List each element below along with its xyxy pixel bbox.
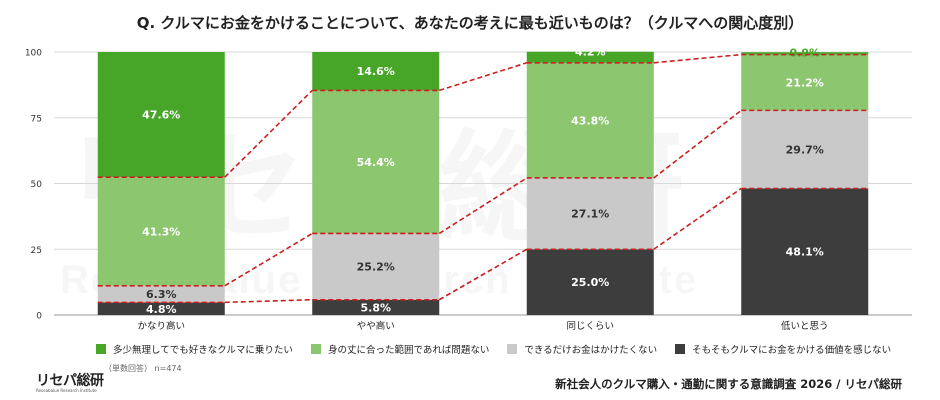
legend-label: 多少無理してでも好きなクルマに乗りたい: [113, 345, 293, 356]
logo-subtext: Reseabalue Research Institute: [36, 388, 97, 393]
data-label: 43.8%: [571, 114, 609, 127]
sample-note: （単数回答） n=474: [104, 364, 182, 373]
bar-segment: [526, 62, 654, 178]
logo-text: リセパ総研: [36, 373, 104, 389]
data-label: 4.8%: [146, 303, 177, 316]
bar-segment: [526, 177, 654, 250]
x-tick-label: 同じくらい: [566, 321, 614, 332]
legend-label: 身の丈に合った範囲であれば問題ない: [327, 345, 490, 356]
legend-item: 多少無理してでも好きなクルマに乗りたい: [96, 342, 293, 356]
legend-swatch: [507, 344, 518, 354]
stacked-bar-chart: 0 25 50 75 100 4.8% 6.3% 41.3% 47.6% かなり高い 5.8% 25.…: [25, 46, 912, 332]
data-label: 6.3%: [146, 288, 177, 301]
bar-segment: [741, 110, 869, 189]
x-tick-label: かなり高い: [137, 320, 185, 332]
data-label: 21.2%: [786, 77, 824, 90]
legend-swatch: [96, 344, 106, 354]
data-label: 14.6%: [357, 65, 395, 78]
data-label: 27.1%: [571, 208, 609, 221]
bar-segment: [312, 52, 440, 91]
data-label: 5.8%: [360, 301, 391, 314]
y-tick-label: 25: [31, 246, 42, 256]
connector-line: [438, 177, 528, 235]
y-tick-label: 100: [25, 49, 42, 59]
bar-segment: [526, 51, 654, 63]
data-label: 25.0%: [571, 276, 609, 289]
bar-segment: [97, 52, 225, 178]
brand-logo: リセパ総研 Reseabalue Research Institute: [36, 370, 104, 393]
bar-segment: [741, 54, 869, 111]
connector-line: [224, 232, 313, 287]
bar-segment: [741, 188, 869, 315]
data-label: 54.4%: [357, 156, 395, 169]
data-label: 25.2%: [357, 261, 395, 274]
data-label: 41.3%: [142, 225, 180, 238]
bar-segment: [97, 177, 225, 286]
connector-line: [653, 53, 742, 64]
connector-line: [224, 89, 313, 178]
bar-segment: [97, 302, 225, 315]
bar-segment: [312, 90, 440, 234]
connector-line: [653, 109, 742, 179]
y-tick-label: 50: [31, 180, 43, 190]
chart-title: Q. クルマにお金をかけることについて、あなたの考えに最も近いものは？（クルマへ…: [136, 14, 804, 32]
legend-label: そもそもクルマにお金をかける価値を感じない: [692, 345, 892, 356]
bar-segment: [312, 233, 440, 300]
connector-line: [439, 62, 527, 92]
legend-item: そもそもクルマにお金をかける価値を感じない: [675, 342, 891, 356]
connector-line: [438, 248, 528, 301]
legend-item: できるだけお金はかけたくない: [507, 342, 657, 356]
legend-swatch: [675, 344, 686, 354]
y-tick-label: 75: [31, 114, 42, 124]
legend-label: できるだけお金はかけたくない: [524, 345, 658, 356]
bar-segment: [312, 299, 440, 315]
x-tick-label: 低いと思う: [781, 320, 829, 332]
source-credit: 新社会人のクルマ購入・通勤に関する意識調査 2026 / リセパ総研: [555, 377, 902, 391]
data-label: 29.7%: [786, 143, 824, 156]
y-tick-label: 0: [36, 312, 42, 322]
bar-segment: [741, 52, 869, 55]
data-label: 4.2%: [575, 46, 606, 59]
data-label: 47.6%: [142, 109, 180, 122]
connector-line: [653, 187, 742, 250]
bar-segment: [526, 249, 654, 315]
data-label: 0.9%: [789, 46, 820, 59]
connector-line: [224, 298, 313, 304]
legend-swatch: [310, 344, 321, 354]
x-tick-label: やや高い: [357, 320, 395, 332]
data-label: 48.1%: [786, 246, 824, 259]
bar-segment: [97, 285, 225, 303]
legend: 多少無理してでも好きなクルマに乗りたい 身の丈に合った範囲であれば問題ない できるだ…: [96, 342, 916, 356]
legend-item: 身の丈に合った範囲であれば問題ない: [310, 342, 490, 356]
